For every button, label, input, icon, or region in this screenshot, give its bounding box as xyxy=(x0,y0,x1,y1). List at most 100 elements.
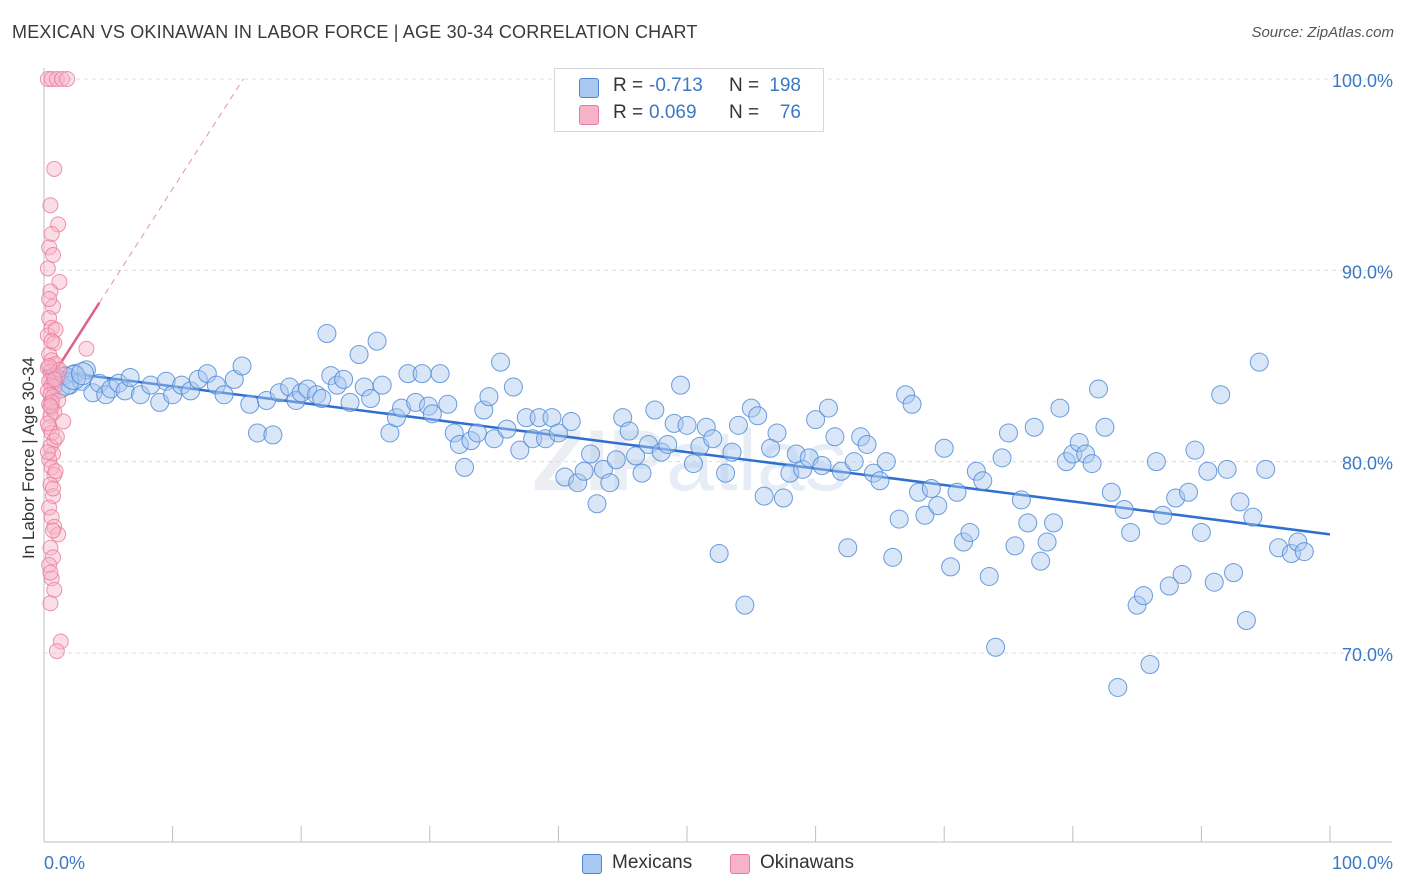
mexicans-point xyxy=(818,398,838,418)
mexicans-point xyxy=(392,398,412,418)
okinawans-point xyxy=(55,413,72,430)
mexicans-point xyxy=(1044,513,1064,533)
okinawans-point xyxy=(54,71,71,87)
mexicans-point xyxy=(934,438,954,458)
mexicans-point xyxy=(240,394,260,414)
okinawans-point xyxy=(39,71,56,87)
mexicans-point xyxy=(883,547,903,567)
mexicans-point xyxy=(857,434,877,454)
okinawans-point xyxy=(46,371,63,388)
okinawans-point xyxy=(42,595,59,612)
mexicans-point xyxy=(1076,444,1096,464)
y-tick-labels: 70.0% 80.0% 90.0% 100.0% xyxy=(1332,71,1393,665)
source-label: Source: ZipAtlas.com xyxy=(1251,24,1394,41)
okinawans-point xyxy=(48,643,65,660)
okinawans-point xyxy=(51,361,68,378)
mexicans-point xyxy=(1127,595,1147,615)
mexicans-point xyxy=(632,463,652,483)
mexicans-point xyxy=(438,394,458,414)
mexicans-point xyxy=(497,419,517,439)
mexicans-swatch xyxy=(579,78,599,98)
mexicans-point xyxy=(651,442,671,462)
mexicans-point xyxy=(1011,490,1031,510)
okinawans-point xyxy=(45,549,62,566)
mexicans-point xyxy=(741,398,761,418)
mexicans-point xyxy=(1236,610,1256,630)
mexicans-point xyxy=(838,538,858,558)
mexicans-point xyxy=(1140,654,1160,674)
mexicans-point xyxy=(1294,542,1314,562)
mexicans-point xyxy=(1101,482,1121,502)
mexicans-point xyxy=(1134,586,1154,606)
mexicans-trend-line xyxy=(43,368,1331,536)
mexicans-point xyxy=(188,369,208,389)
mexicans-point xyxy=(89,373,109,393)
n-value: 76 xyxy=(779,102,801,123)
mexicans-point xyxy=(671,375,691,395)
mexicans-point xyxy=(870,471,890,491)
mexicans-point xyxy=(793,459,813,479)
mexicans-point xyxy=(181,381,201,401)
okinawans-legend-swatch xyxy=(730,854,750,874)
mexicans-point xyxy=(677,415,697,435)
mexicans-point xyxy=(735,595,755,615)
mexicans-point xyxy=(1288,532,1308,552)
mexicans-point xyxy=(406,392,426,412)
okinawans-point xyxy=(41,239,58,256)
mexicans-point xyxy=(941,557,961,577)
mexicans-point xyxy=(422,404,442,424)
mexicans-point xyxy=(130,385,150,405)
mexicans-point xyxy=(101,379,121,399)
mexicans-point xyxy=(748,406,768,426)
mexicans-point xyxy=(1031,551,1051,571)
n-value: 198 xyxy=(769,75,801,96)
mexicans-point xyxy=(587,494,607,514)
mexicans-point xyxy=(1172,565,1192,585)
mexicans-point xyxy=(999,423,1018,443)
mexicans-point xyxy=(1185,440,1205,460)
okinawans-point xyxy=(42,539,59,556)
mexicans-point xyxy=(206,375,226,395)
mexicans-point xyxy=(683,454,703,474)
okinawans-point xyxy=(43,333,60,350)
mexicans-point xyxy=(361,389,381,409)
mexicans-point xyxy=(141,375,161,395)
mexicans-point xyxy=(568,473,588,493)
mexicans-point xyxy=(831,461,851,481)
mexicans-point xyxy=(581,444,601,464)
okinawans-point xyxy=(41,358,58,374)
mexicans-point xyxy=(960,522,980,542)
mexicans-point xyxy=(263,425,283,445)
mexicans-point xyxy=(412,364,432,384)
mexicans-point xyxy=(773,488,793,508)
mexicans-point xyxy=(703,429,723,449)
mexicans-point xyxy=(1050,398,1070,418)
okinawans-point xyxy=(42,398,59,415)
mexicans-point xyxy=(1249,352,1269,372)
y-tick-label: 90.0% xyxy=(1342,262,1393,282)
okinawans-point xyxy=(39,444,56,461)
mexicans-point xyxy=(96,385,116,405)
mexicans-point xyxy=(340,392,360,412)
mexicans-point xyxy=(619,421,639,441)
mexicans-point xyxy=(548,423,568,443)
y-axis-label: In Labor Force | Age 30-34 xyxy=(19,357,38,559)
okinawans-point xyxy=(43,225,60,242)
okinawans-point xyxy=(46,581,63,598)
mexicans-point xyxy=(109,373,129,393)
mexicans-point xyxy=(754,486,774,506)
mexicans-point xyxy=(806,410,826,430)
mexicans-point xyxy=(555,467,575,487)
mexicans-point xyxy=(1269,538,1289,558)
mexicans-point xyxy=(1069,433,1089,453)
mexicans-point xyxy=(1146,452,1166,472)
mexicans-point xyxy=(467,423,487,443)
mexicans-point xyxy=(298,379,318,399)
mexicans-point xyxy=(1121,522,1141,542)
okinawans-point xyxy=(43,509,60,526)
mexicans-point xyxy=(398,364,418,384)
mexicans-point xyxy=(953,532,973,552)
okinawans-point xyxy=(42,564,59,581)
chart-title: MEXICAN VS OKINAWAN IN LABOR FORCE | AGE… xyxy=(12,22,698,42)
okinawans-point xyxy=(78,340,95,357)
